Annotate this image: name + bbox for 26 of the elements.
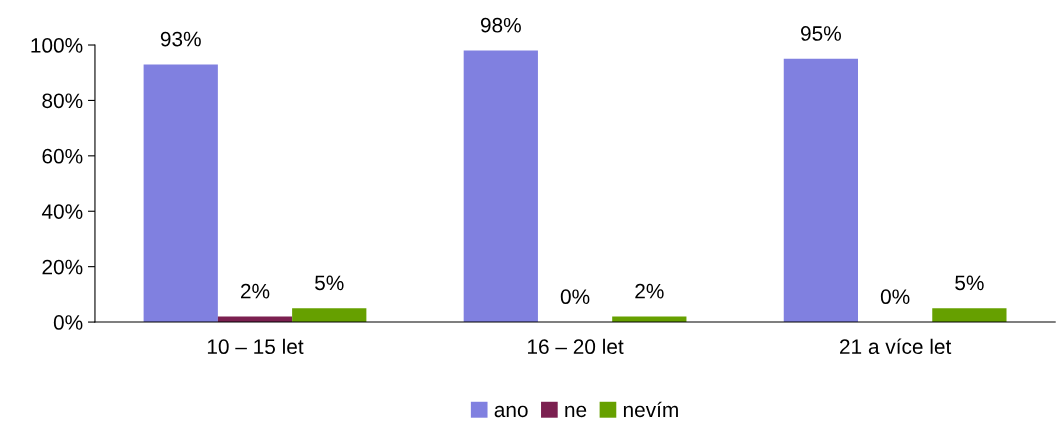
- bar: [143, 64, 218, 323]
- x-tick-label: 10 – 15 let: [207, 338, 304, 355]
- y-tick-label: 0%: [53, 315, 83, 330]
- y-tick-label: 40%: [41, 204, 83, 219]
- y-tick-label: 60%: [42, 148, 83, 164]
- bar: [463, 50, 538, 323]
- bar: [783, 58, 858, 323]
- data-label: 98%: [480, 17, 521, 33]
- bar: [932, 308, 1007, 323]
- data-label: 5%: [955, 275, 984, 291]
- data-label: 0%: [560, 289, 590, 305]
- legend-label: ano: [494, 405, 528, 418]
- y-tick-label: 20%: [42, 259, 83, 275]
- data-label: 5%: [315, 275, 344, 291]
- bar: [292, 308, 367, 323]
- data-label: 0%: [880, 289, 910, 305]
- data-label: 95%: [801, 26, 841, 41]
- data-label: 2%: [635, 283, 664, 299]
- legend-label: ne: [565, 405, 587, 418]
- y-tick-label: 100%: [31, 38, 83, 53]
- data-label: 93%: [160, 31, 201, 47]
- data-label: 2%: [240, 283, 270, 299]
- y-tick-label: 80%: [42, 93, 83, 109]
- legend-label: nevím: [623, 401, 678, 418]
- x-tick-label: 21 a více let: [840, 338, 952, 355]
- x-tick-label: 16 – 20 let: [528, 338, 624, 355]
